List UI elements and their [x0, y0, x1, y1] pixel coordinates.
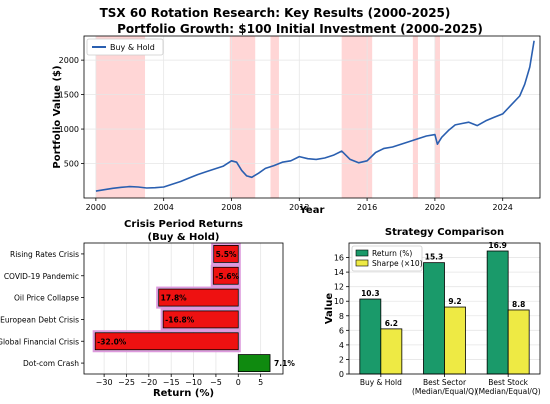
strategy-bar — [380, 328, 403, 375]
legend-label: Sharpe (×10) — [372, 259, 423, 268]
crisis-category-label: COVID-19 Pandemic — [4, 272, 79, 281]
crisis-bar-outline — [156, 286, 241, 309]
strategy-bar — [486, 250, 509, 375]
strategy-bar — [359, 298, 382, 375]
strategy-value-label: 8.8 — [512, 300, 525, 309]
legend-label: Return (%) — [372, 249, 412, 258]
legend-box — [351, 245, 423, 272]
crisis-category-label: Dot-com Crash — [23, 359, 79, 368]
y-tick-label: 4 — [339, 341, 344, 350]
y-tick-label: 10 — [334, 297, 344, 306]
crisis-returns-chart: Crisis Period Returns(Buy & Hold)−30 −25−… — [0, 219, 295, 399]
strategy-value-label: 9.2 — [448, 297, 461, 306]
y-tick-label: 0 — [339, 370, 344, 379]
x-tick-label: 2024 — [493, 203, 513, 212]
y-tick-label: 2000 — [59, 56, 79, 65]
x-tick-label: 2008 — [221, 203, 241, 212]
crisis-value-label: 17.8% — [161, 294, 188, 303]
x-tick-label: −15 — [163, 378, 180, 387]
crisis-bar — [158, 288, 239, 307]
figure-title: TSX 60 Rotation Research: Key Results (2… — [100, 6, 451, 20]
legend-swatch — [355, 249, 369, 257]
plot-frame — [348, 242, 541, 375]
strategy-category-label: (Median/Equal/Q) — [412, 387, 477, 396]
crisis-bar — [237, 354, 271, 372]
x-tick-label: 2016 — [357, 203, 377, 212]
x-axis-label: Year — [299, 205, 325, 216]
strategy-chart-title: Strategy Comparison — [385, 227, 504, 238]
y-tick-label: 1000 — [59, 125, 79, 134]
y-tick-label: 14 — [334, 268, 344, 277]
x-tick-label: 0 — [236, 378, 241, 387]
y-tick-label: 2 — [339, 355, 344, 364]
x-tick-label: 2020 — [425, 203, 445, 212]
crisis-bar — [162, 310, 239, 329]
x-tick-label: 2012 — [289, 203, 309, 212]
top-chart-title: Portfolio Growth: $100 Initial Investmen… — [117, 22, 483, 36]
x-tick-label: −5 — [210, 378, 222, 387]
crisis-value-label: -5.6% — [215, 272, 239, 281]
portfolio-growth-chart: 2000 2004 2008 2012 2016 2020 2024 500 1000 1500 2… — [52, 35, 541, 216]
legend-swatch — [355, 259, 369, 267]
x-tick-label: 5 — [258, 378, 263, 387]
strategy-value-label: 6.2 — [385, 319, 398, 328]
x-tick-label: 2004 — [153, 203, 173, 212]
series-line-buy-hold — [95, 40, 535, 192]
strategy-category-label: Best Stock — [488, 378, 528, 387]
crisis-band — [434, 36, 440, 198]
strategy-comparison-chart: Strategy Comparison 0 2 4 6 8 10 12 14 16 10.3 6.2 B… — [324, 227, 541, 396]
x-tick-label: −30 — [96, 378, 113, 387]
y-tick-label: 1500 — [59, 91, 79, 100]
x-tick-label: −20 — [140, 378, 157, 387]
legend-box — [86, 38, 164, 56]
crisis-category-label: Oil Price Collapse — [14, 294, 79, 303]
crisis-value-label: -32.0% — [97, 337, 127, 346]
x-axis-label: Return (%) — [153, 388, 214, 399]
y-axis-label: Value — [324, 293, 335, 324]
y-tick-label: 6 — [339, 326, 344, 335]
crisis-value-label: 5.5% — [216, 250, 237, 259]
plot-frame — [83, 35, 541, 199]
strategy-category-label: (Median/Equal/Q) — [476, 387, 541, 396]
y-tick-label: 500 — [64, 160, 79, 169]
crisis-bar-outline — [211, 242, 241, 265]
crisis-chart-title: Crisis Period Returns — [124, 219, 243, 230]
crisis-band — [412, 36, 418, 198]
strategy-value-label: 15.3 — [425, 253, 444, 262]
strategy-bar — [444, 306, 466, 375]
crisis-band — [95, 36, 146, 198]
x-tick-label: −25 — [118, 378, 135, 387]
crisis-bar-outline — [92, 330, 241, 353]
crisis-bar — [213, 245, 239, 263]
crisis-category-label: European Debt Crisis — [0, 315, 79, 324]
crisis-category-label: Rising Rates Crisis — [10, 250, 79, 259]
strategy-value-label: 10.3 — [361, 289, 380, 298]
y-axis-label: Portfolio Value ($) — [52, 65, 63, 168]
x-tick-label: −10 — [185, 378, 202, 387]
x-tick-label: 2000 — [86, 203, 106, 212]
strategy-category-label: Best Sector — [423, 378, 467, 387]
strategy-bar — [507, 309, 530, 375]
crisis-value-label: 7.1% — [274, 359, 295, 368]
crisis-value-label: -16.8% — [165, 315, 195, 324]
crisis-bar — [94, 332, 239, 351]
crisis-bar — [212, 266, 239, 285]
crisis-category-label: Global Financial Crisis — [0, 337, 79, 346]
strategy-value-label: 16.9 — [488, 241, 507, 250]
y-tick-label: 12 — [334, 283, 344, 292]
y-tick-label: 8 — [339, 312, 344, 321]
crisis-bar-outline — [210, 264, 241, 287]
crisis-chart-subtitle: (Buy & Hold) — [148, 232, 220, 243]
crisis-band — [270, 36, 279, 198]
plot-frame — [83, 242, 284, 375]
strategy-bar — [423, 262, 445, 375]
legend-label-buy-hold: Buy & Hold — [110, 43, 155, 52]
y-tick-label: 16 — [334, 254, 344, 263]
strategy-category-label: Buy & Hold — [360, 378, 402, 387]
crisis-bar-outline — [160, 308, 241, 331]
